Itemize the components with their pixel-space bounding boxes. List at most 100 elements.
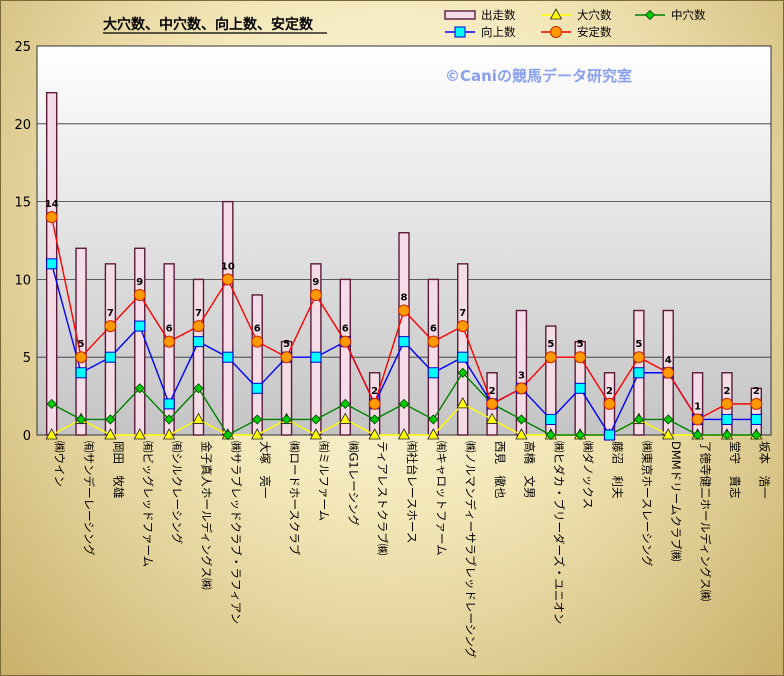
data-label: 6 <box>254 324 261 335</box>
series-marker <box>251 382 263 394</box>
series-marker <box>75 367 87 379</box>
data-labels: 14 5 7 9 6 7 10 6 5 9 6 2 8 6 7 2 3 5 5 2 5 4 1 2 2 <box>45 199 760 412</box>
series-marker <box>368 397 381 410</box>
data-label: 2 <box>606 386 613 397</box>
bar <box>457 263 469 436</box>
data-label: 10 <box>221 261 235 272</box>
series-marker <box>721 413 733 425</box>
category-label: ㈲キャロットファーム <box>434 441 448 556</box>
series-marker <box>398 336 410 348</box>
series-marker <box>193 383 204 394</box>
category-label: ㈲ミルファーム <box>317 441 331 521</box>
bar <box>104 263 117 436</box>
series-marker <box>428 414 439 425</box>
data-label: 5 <box>547 339 554 350</box>
bar <box>339 278 351 436</box>
series-marker <box>281 414 292 425</box>
legend-label: 中穴数 <box>671 8 706 22</box>
data-label: 9 <box>312 277 319 288</box>
series-marker <box>163 335 176 348</box>
data-label: 7 <box>459 308 466 319</box>
y-tick-label: 15 <box>14 196 31 211</box>
series-marker <box>574 382 586 394</box>
bar <box>280 340 293 436</box>
series-marker <box>691 413 704 426</box>
category-label: ㈲サンデーレーシング <box>82 441 96 556</box>
series-marker <box>280 351 293 364</box>
series-marker <box>162 428 176 440</box>
category-label: 高橋 文男 <box>522 441 536 499</box>
legend-label: 安定数 <box>577 25 612 39</box>
series-marker <box>164 414 175 425</box>
data-label: 6 <box>342 324 349 335</box>
series-marker <box>692 429 703 441</box>
series-marker <box>516 414 527 425</box>
y-tick-label: 25 <box>14 40 31 55</box>
category-label: DMMドリームクラブ㈱ <box>669 441 683 562</box>
series-marker <box>339 335 352 348</box>
category-label: ㈱ロードホースクラブ <box>288 441 302 556</box>
bar <box>75 247 87 436</box>
bar <box>251 294 263 436</box>
series-marker <box>604 429 616 441</box>
legend-marker <box>549 8 563 20</box>
series-marker <box>720 397 733 410</box>
data-label: 7 <box>107 308 114 319</box>
series-marker <box>545 413 557 425</box>
series-marker <box>192 320 205 333</box>
data-label: 5 <box>78 339 85 350</box>
series-marker <box>750 413 762 425</box>
series-marker <box>45 428 58 440</box>
legend-marker <box>550 26 562 38</box>
series-marker <box>46 258 58 270</box>
category-label: 了徳寺健二ホールディングス㈱ <box>699 441 713 602</box>
legend-label: 向上数 <box>481 25 516 39</box>
data-label: 1 <box>694 401 701 412</box>
series-marker <box>721 429 733 441</box>
series-marker <box>252 414 263 425</box>
legend-swatch <box>444 10 476 20</box>
series-marker <box>662 366 675 379</box>
bar <box>192 278 205 436</box>
series-marker <box>574 351 587 364</box>
series-marker <box>751 429 762 441</box>
category-label: 岡田 牧雄 <box>111 441 125 499</box>
data-label: 9 <box>136 277 143 288</box>
category-label: ㈱ダノックス <box>581 441 595 509</box>
category-label: 坂本 浩一 <box>757 441 771 499</box>
series-marker <box>45 211 58 224</box>
series-marker <box>456 397 469 409</box>
series-marker <box>309 288 322 301</box>
legend-label: 大穴数 <box>577 8 612 22</box>
category-label: 西見 徹也 <box>493 441 507 498</box>
series-marker <box>486 397 499 410</box>
series-marker <box>545 429 556 441</box>
series-marker <box>397 428 411 440</box>
series-marker <box>310 414 321 425</box>
category-label: ㈲ビッグレッドファーム <box>141 441 155 567</box>
series-marker <box>133 288 146 301</box>
category-label: 金子真人ホールディングス㈱ <box>199 441 213 590</box>
data-label: 8 <box>401 293 408 304</box>
series-marker <box>310 351 322 363</box>
series-marker <box>134 383 145 394</box>
y-tick-label: 20 <box>14 118 31 133</box>
data-label: 2 <box>489 386 496 397</box>
category-label: ㈱東京ホースレーシング <box>640 441 654 567</box>
watermark: ©Caniの競馬データ研究室 <box>445 67 632 85</box>
series-marker <box>427 335 440 348</box>
y-tick-label: 10 <box>14 273 31 288</box>
series-marker <box>398 304 410 317</box>
data-label: 2 <box>753 386 760 397</box>
category-label: ㈱ヒダカ・ブリーダーズ・ユニオン <box>552 441 566 624</box>
series-marker <box>222 429 233 441</box>
chart-title: 大穴数、中穴数、向上数、安定数 <box>103 16 314 33</box>
series-marker <box>603 397 616 410</box>
series-marker <box>104 351 116 363</box>
category-label: ㈱ノルマンディーサラブレッドレーシング <box>464 441 478 659</box>
category-label: ㈱サラブレッドクラブ・ラフィアン <box>229 441 243 624</box>
series-marker <box>515 382 528 395</box>
data-label: 6 <box>430 324 437 335</box>
